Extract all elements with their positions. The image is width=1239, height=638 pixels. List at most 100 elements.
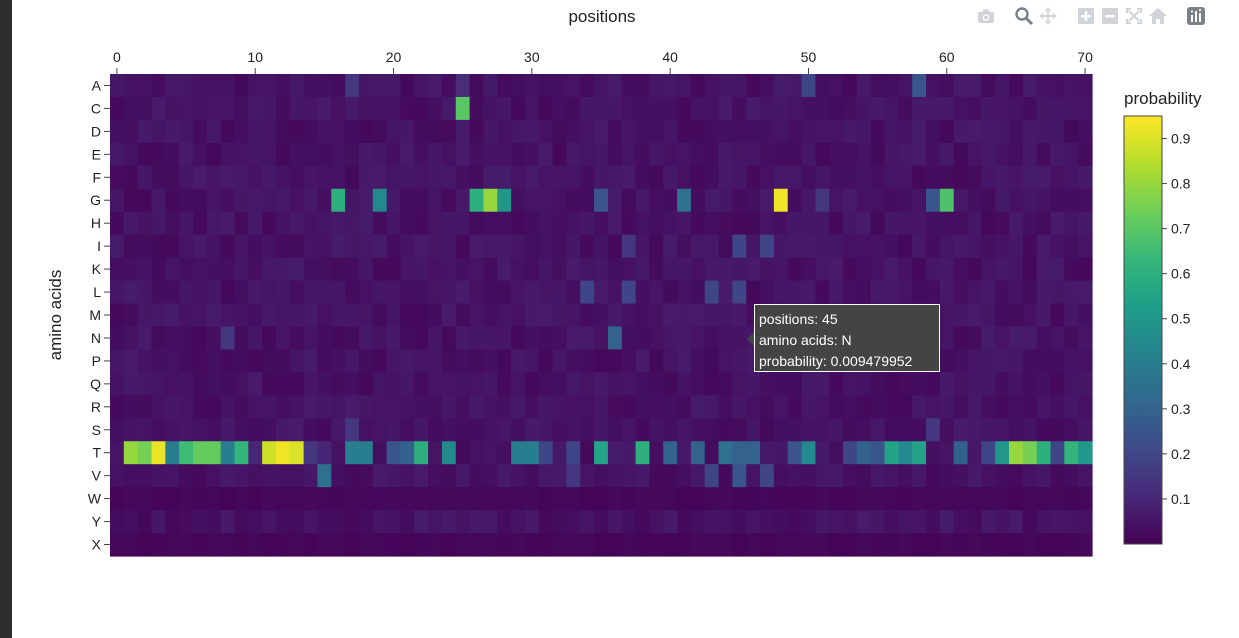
heatmap-cell-I-0[interactable] <box>110 234 125 259</box>
heatmap-cell-T-22[interactable] <box>414 441 429 465</box>
heatmap-cell-V-55[interactable] <box>870 464 886 488</box>
heatmap-cell-L-46[interactable] <box>746 280 761 305</box>
heatmap-cell-F-56[interactable] <box>884 165 899 190</box>
heatmap-cell-N-13[interactable] <box>289 326 305 351</box>
heatmap-cell-V-22[interactable] <box>414 464 429 488</box>
heatmap-cell-G-39[interactable] <box>649 188 664 213</box>
heatmap-cell-S-3[interactable] <box>151 418 166 442</box>
heatmap-cell-X-2[interactable] <box>137 533 153 557</box>
heatmap-cell-A-23[interactable] <box>428 74 443 98</box>
heatmap-cell-I-52[interactable] <box>829 234 844 259</box>
heatmap-cell-I-40[interactable] <box>663 234 678 259</box>
heatmap-cell-E-64[interactable] <box>995 142 1010 167</box>
heatmap-cell-P-70[interactable] <box>1078 349 1093 373</box>
heatmap-cell-A-9[interactable] <box>234 74 249 98</box>
heatmap-cell-I-51[interactable] <box>815 234 830 259</box>
heatmap-cell-F-12[interactable] <box>275 165 291 190</box>
heatmap-cell-N-42[interactable] <box>690 326 706 351</box>
heatmap-cell-Q-42[interactable] <box>690 372 706 396</box>
heatmap-cell-E-48[interactable] <box>773 142 789 167</box>
heatmap-cell-X-16[interactable] <box>331 533 346 557</box>
heatmap-cell-D-21[interactable] <box>400 119 415 144</box>
heatmap-cell-R-63[interactable] <box>981 395 996 419</box>
heatmap-cell-X-21[interactable] <box>400 533 415 557</box>
heatmap-cell-W-57[interactable] <box>898 487 913 511</box>
heatmap-cell-K-29[interactable] <box>511 257 526 282</box>
heatmap-cell-C-29[interactable] <box>511 96 526 121</box>
heatmap-cell-E-59[interactable] <box>926 142 941 167</box>
heatmap-cell-F-19[interactable] <box>372 165 388 190</box>
heatmap-cell-G-43[interactable] <box>704 188 720 213</box>
heatmap-cell-E-40[interactable] <box>663 142 678 167</box>
heatmap-cell-W-66[interactable] <box>1022 487 1038 511</box>
heatmap-cell-Y-59[interactable] <box>926 510 941 534</box>
heatmap-cell-L-68[interactable] <box>1050 280 1065 305</box>
heatmap-cell-T-37[interactable] <box>621 441 637 465</box>
heatmap-cell-K-61[interactable] <box>953 257 969 282</box>
heatmap-cell-Y-22[interactable] <box>414 510 429 534</box>
heatmap-cell-L-9[interactable] <box>234 280 249 305</box>
heatmap-cell-D-45[interactable] <box>732 119 747 144</box>
heatmap-cell-H-13[interactable] <box>289 211 305 236</box>
heatmap-cell-I-60[interactable] <box>939 234 955 259</box>
heatmap-cell-I-53[interactable] <box>843 234 858 259</box>
heatmap-cell-L-67[interactable] <box>1036 280 1052 305</box>
heatmap-cell-F-65[interactable] <box>1009 165 1024 190</box>
heatmap-cell-V-51[interactable] <box>815 464 830 488</box>
heatmap-cell-F-21[interactable] <box>400 165 415 190</box>
heatmap-cell-S-46[interactable] <box>746 418 761 442</box>
heatmap-cell-G-13[interactable] <box>289 188 305 213</box>
heatmap-cell-M-6[interactable] <box>192 303 208 328</box>
heatmap-cell-Q-64[interactable] <box>995 372 1010 396</box>
heatmap-cell-A-0[interactable] <box>110 74 125 98</box>
heatmap-cell-Q-23[interactable] <box>428 372 443 396</box>
heatmap-cell-Q-34[interactable] <box>580 372 595 396</box>
heatmap-cell-X-26[interactable] <box>469 533 485 557</box>
heatmap-cell-L-6[interactable] <box>192 280 208 305</box>
heatmap-cell-M-0[interactable] <box>110 303 125 328</box>
heatmap-cell-V-46[interactable] <box>746 464 761 488</box>
heatmap-cell-N-12[interactable] <box>275 326 291 351</box>
heatmap-cell-E-38[interactable] <box>635 142 651 167</box>
heatmap-cell-G-42[interactable] <box>690 188 706 213</box>
heatmap-cell-L-19[interactable] <box>372 280 388 305</box>
heatmap-cell-X-62[interactable] <box>967 533 982 557</box>
heatmap-cell-L-62[interactable] <box>967 280 982 305</box>
heatmap-cell-S-67[interactable] <box>1036 418 1052 442</box>
heatmap-cell-G-49[interactable] <box>787 188 803 213</box>
heatmap-cell-V-44[interactable] <box>718 464 733 488</box>
heatmap-cell-W-15[interactable] <box>317 487 332 511</box>
heatmap-cell-A-39[interactable] <box>649 74 664 98</box>
heatmap-cell-W-42[interactable] <box>690 487 706 511</box>
heatmap-cell-Y-40[interactable] <box>663 510 678 534</box>
heatmap-cell-W-27[interactable] <box>483 487 498 511</box>
heatmap-cell-W-41[interactable] <box>677 487 692 511</box>
heatmap-cell-W-0[interactable] <box>110 487 125 511</box>
heatmap-cell-I-10[interactable] <box>248 234 263 259</box>
heatmap-cell-G-36[interactable] <box>607 188 623 213</box>
heatmap-cell-K-26[interactable] <box>469 257 485 282</box>
heatmap-cell-K-35[interactable] <box>594 257 609 282</box>
heatmap-cell-Y-6[interactable] <box>192 510 208 534</box>
heatmap-cell-A-8[interactable] <box>220 74 236 98</box>
heatmap-cell-Y-43[interactable] <box>704 510 720 534</box>
heatmap-cell-Q-53[interactable] <box>843 372 858 396</box>
heatmap-cell-X-8[interactable] <box>220 533 236 557</box>
heatmap-cell-Y-32[interactable] <box>552 510 568 534</box>
heatmap-cell-I-64[interactable] <box>995 234 1010 259</box>
heatmap-cell-E-57[interactable] <box>898 142 913 167</box>
heatmap-cell-K-11[interactable] <box>262 257 277 282</box>
heatmap-cell-H-37[interactable] <box>621 211 637 236</box>
heatmap-cell-M-10[interactable] <box>248 303 263 328</box>
heatmap-cell-Q-44[interactable] <box>718 372 733 396</box>
heatmap-cell-G-4[interactable] <box>165 188 180 213</box>
heatmap-cell-L-31[interactable] <box>538 280 554 305</box>
heatmap-cell-H-67[interactable] <box>1036 211 1052 236</box>
heatmap-cell-L-8[interactable] <box>220 280 236 305</box>
heatmap-cell-L-33[interactable] <box>566 280 581 305</box>
heatmap-cell-A-44[interactable] <box>718 74 733 98</box>
heatmap-cell-A-62[interactable] <box>967 74 982 98</box>
heatmap-cell-P-32[interactable] <box>552 349 568 373</box>
heatmap-cell-K-4[interactable] <box>165 257 180 282</box>
heatmap-cell-H-10[interactable] <box>248 211 263 236</box>
